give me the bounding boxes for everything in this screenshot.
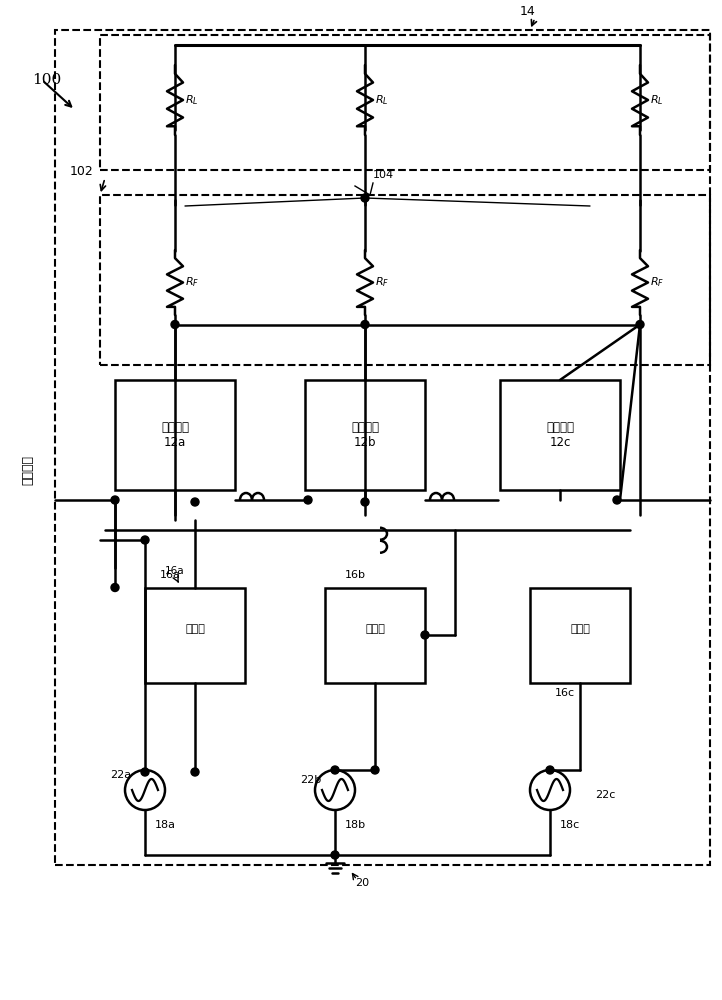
Text: 控制信號: 控制信號 [22, 455, 35, 485]
Text: 18a: 18a [155, 820, 175, 830]
Text: 102: 102 [70, 165, 94, 178]
Circle shape [421, 631, 429, 639]
Text: 22a: 22a [110, 770, 131, 780]
Text: 100: 100 [32, 73, 61, 87]
Text: 開關電路
12a: 開關電路 12a [161, 421, 189, 449]
Circle shape [141, 536, 149, 544]
Text: $R_F$: $R_F$ [185, 276, 199, 289]
Circle shape [171, 320, 179, 328]
Text: 16a: 16a [160, 570, 181, 580]
Text: 變交叉: 變交叉 [365, 624, 385, 646]
Circle shape [361, 498, 369, 506]
Text: 18c: 18c [560, 820, 580, 830]
Circle shape [304, 496, 312, 504]
Circle shape [331, 766, 339, 774]
Circle shape [141, 768, 149, 776]
Text: 20: 20 [355, 878, 369, 888]
Text: 變交叉: 變交叉 [570, 624, 590, 646]
Text: 變交叉: 變交叉 [185, 624, 205, 646]
FancyBboxPatch shape [325, 587, 425, 682]
Text: 104: 104 [373, 170, 394, 180]
Text: $R_L$: $R_L$ [650, 93, 664, 107]
Text: 16b: 16b [345, 570, 366, 580]
Text: 16a: 16a [165, 566, 185, 576]
Circle shape [191, 498, 199, 506]
Text: 開關電路
12b: 開關電路 12b [351, 421, 379, 449]
Circle shape [371, 766, 379, 774]
Text: 18b: 18b [344, 820, 365, 830]
Text: $R_L$: $R_L$ [185, 93, 199, 107]
Text: 14: 14 [520, 5, 536, 18]
Circle shape [613, 496, 621, 504]
FancyBboxPatch shape [500, 380, 620, 490]
FancyBboxPatch shape [305, 380, 425, 490]
Circle shape [331, 851, 339, 859]
Text: 16c: 16c [555, 688, 575, 698]
FancyBboxPatch shape [145, 587, 245, 682]
Circle shape [546, 766, 554, 774]
Text: 22c: 22c [595, 790, 615, 800]
Circle shape [361, 194, 369, 202]
Circle shape [361, 320, 369, 328]
FancyBboxPatch shape [115, 380, 235, 490]
Circle shape [636, 320, 644, 328]
Circle shape [111, 496, 119, 504]
Text: $R_L$: $R_L$ [375, 93, 388, 107]
Circle shape [111, 584, 119, 591]
FancyBboxPatch shape [530, 587, 630, 682]
Text: $R_F$: $R_F$ [650, 276, 664, 289]
Text: 開關電路
12c: 開關電路 12c [546, 421, 574, 449]
Text: $R_F$: $R_F$ [375, 276, 389, 289]
Text: 22b: 22b [300, 775, 321, 785]
Circle shape [191, 768, 199, 776]
